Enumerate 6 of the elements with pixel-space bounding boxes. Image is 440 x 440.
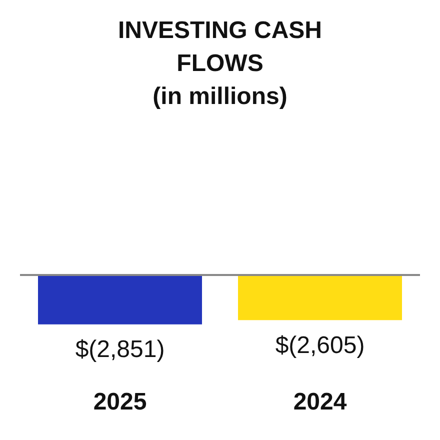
- data-label: $(2,605): [275, 332, 365, 359]
- chart-title: INVESTING CASH FLOWS: [116, 16, 324, 79]
- x-tick-label: 2024: [293, 388, 348, 416]
- data-label: $(2,851): [75, 336, 165, 364]
- chart-subtitle: (in millions): [152, 82, 288, 112]
- x-tick-label: 2025: [93, 388, 147, 416]
